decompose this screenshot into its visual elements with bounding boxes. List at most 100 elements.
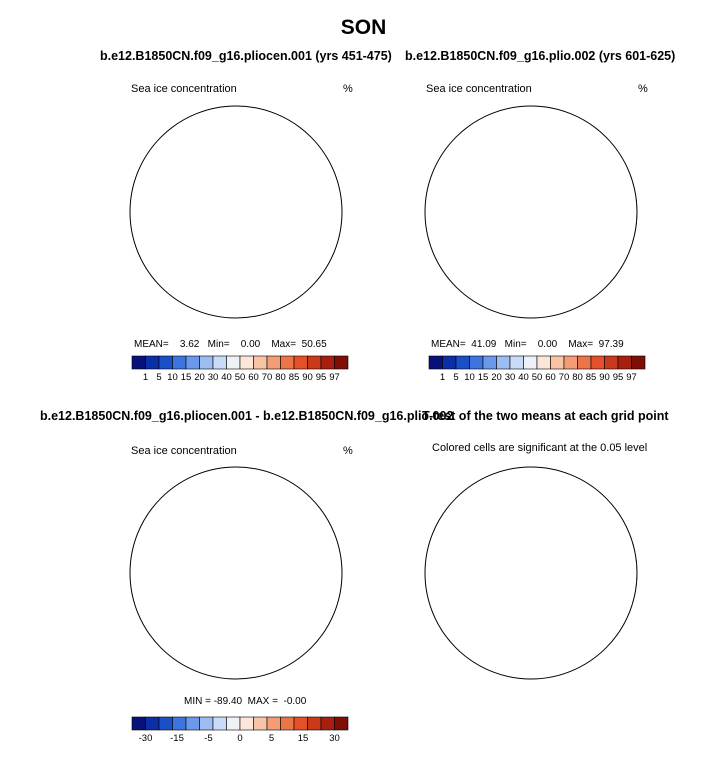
colorbar-box [212, 355, 227, 370]
panel-2-variable: Sea ice concentration [426, 83, 532, 95]
colorbar-panel-2: 1 5 10 15 20 30 40 50 60 70 80 85 90 95 97 [428, 355, 646, 383]
colorbar-box [172, 355, 187, 370]
colorbar-tick-label: 40 [221, 372, 232, 383]
colorbar-tick-label: 60 [248, 372, 259, 383]
colorbar-tick-label: 97 [329, 372, 340, 383]
colorbar-box [239, 355, 254, 370]
map-panel-3 [129, 466, 343, 680]
colorbar-tick-label: 5 [156, 372, 161, 383]
panel-1-units: % [343, 83, 353, 95]
colorbar-box [320, 355, 335, 370]
colorbar-tick-label: 50 [532, 372, 543, 383]
colorbar-box [293, 355, 308, 370]
colorbar-tick-label: 80 [572, 372, 583, 383]
colorbar-tick-label: 60 [545, 372, 556, 383]
colorbar-box [212, 716, 227, 731]
colorbar-box [158, 716, 173, 731]
colorbar-tick-label: 15 [298, 733, 309, 744]
colorbar-box [604, 355, 619, 370]
colorbar-box [455, 355, 470, 370]
colorbar-tick-label: -5 [204, 733, 212, 744]
colorbar-difference: -30 -15 -5 0 5 15 30 [131, 716, 349, 744]
colorbar-box [509, 355, 524, 370]
colorbar-tick-label: 20 [491, 372, 502, 383]
colorbar-box [280, 716, 295, 731]
colorbar-tick-label: 1 [440, 372, 445, 383]
colorbar-box [320, 716, 335, 731]
colorbar-box [307, 355, 322, 370]
colorbar-tick-label: 90 [302, 372, 313, 383]
panel-3-variable: Sea ice concentration [131, 445, 237, 457]
colorbar-box [334, 355, 349, 370]
colorbar-box [199, 716, 214, 731]
colorbar-box [226, 716, 241, 731]
colorbar-box [280, 355, 295, 370]
colorbar-tick-label: 85 [289, 372, 300, 383]
colorbar-box [185, 716, 200, 731]
colorbar-tick-label: -30 [139, 733, 153, 744]
colorbar-box [266, 716, 281, 731]
colorbar-box [307, 716, 322, 731]
colorbar-tick-label: 40 [518, 372, 529, 383]
colorbar-box [577, 355, 592, 370]
colorbar-box [131, 355, 146, 370]
colorbar-tick-label: 30 [329, 733, 340, 744]
colorbar-box [226, 355, 241, 370]
colorbar-box [469, 355, 484, 370]
colorbar-box [334, 716, 349, 731]
colorbar-box [185, 355, 200, 370]
panel-3-stats: MIN = -89.40 MAX = -0.00 [184, 696, 307, 707]
colorbar-box [631, 355, 646, 370]
colorbar-box [536, 355, 551, 370]
colorbar-tick-label: 15 [181, 372, 192, 383]
colorbar-tick-label: 70 [262, 372, 273, 383]
panel-2-stats: MEAN= 41.09 Min= 0.00 Max= 97.39 [431, 339, 624, 350]
colorbar-tick-label: 70 [559, 372, 570, 383]
panel-1-variable: Sea ice concentration [131, 83, 237, 95]
colorbar-tick-label: 30 [208, 372, 219, 383]
colorbar-box [266, 355, 281, 370]
colorbar-box [523, 355, 538, 370]
panel-2-title: b.e12.B1850CN.f09_g16.plio.002 (yrs 601-… [405, 49, 676, 63]
colorbar-box [617, 355, 632, 370]
panel-2-units: % [638, 83, 648, 95]
colorbar-panel-1: 1 5 10 15 20 30 40 50 60 70 80 85 90 95 97 [131, 355, 349, 383]
colorbar-box [496, 355, 511, 370]
colorbar-tick-label: 0 [237, 733, 242, 744]
colorbar-tick-label: 95 [613, 372, 624, 383]
panel-1-stats: MEAN= 3.62 Min= 0.00 Max= 50.65 [134, 339, 327, 350]
figure-title: SON [340, 16, 387, 39]
panel-3-title: b.e12.B1850CN.f09_g16.pliocen.001 - b.e1… [40, 409, 454, 423]
colorbar-box [563, 355, 578, 370]
colorbar-tick-label: 20 [194, 372, 205, 383]
colorbar-box [293, 716, 308, 731]
colorbar-tick-label: 95 [316, 372, 327, 383]
colorbar-tick-label: 15 [478, 372, 489, 383]
map-panel-4 [424, 466, 638, 680]
panel-1-title: b.e12.B1850CN.f09_g16.pliocen.001 (yrs 4… [100, 49, 392, 63]
colorbar-box [131, 716, 146, 731]
colorbar-box [253, 716, 268, 731]
colorbar-tick-label: 10 [167, 372, 178, 383]
colorbar-box [550, 355, 565, 370]
colorbar-tick-label: -15 [170, 733, 184, 744]
panel-4-subtitle: Colored cells are significant at the 0.0… [432, 442, 648, 454]
map-panel-1 [129, 105, 343, 319]
colorbar-box [482, 355, 497, 370]
colorbar-box [442, 355, 457, 370]
colorbar-box [239, 716, 254, 731]
colorbar-tick-label: 5 [453, 372, 458, 383]
colorbar-tick-label: 85 [586, 372, 597, 383]
panel-4-title: T-test of the two means at each grid poi… [422, 409, 669, 423]
colorbar-box [145, 355, 160, 370]
colorbar-box [428, 355, 443, 370]
colorbar-tick-label: 5 [269, 733, 274, 744]
colorbar-tick-label: 10 [464, 372, 475, 383]
colorbar-box [253, 355, 268, 370]
colorbar-box [145, 716, 160, 731]
panel-3-units: % [343, 445, 353, 457]
colorbar-box [199, 355, 214, 370]
colorbar-box [172, 716, 187, 731]
colorbar-tick-label: 30 [505, 372, 516, 383]
